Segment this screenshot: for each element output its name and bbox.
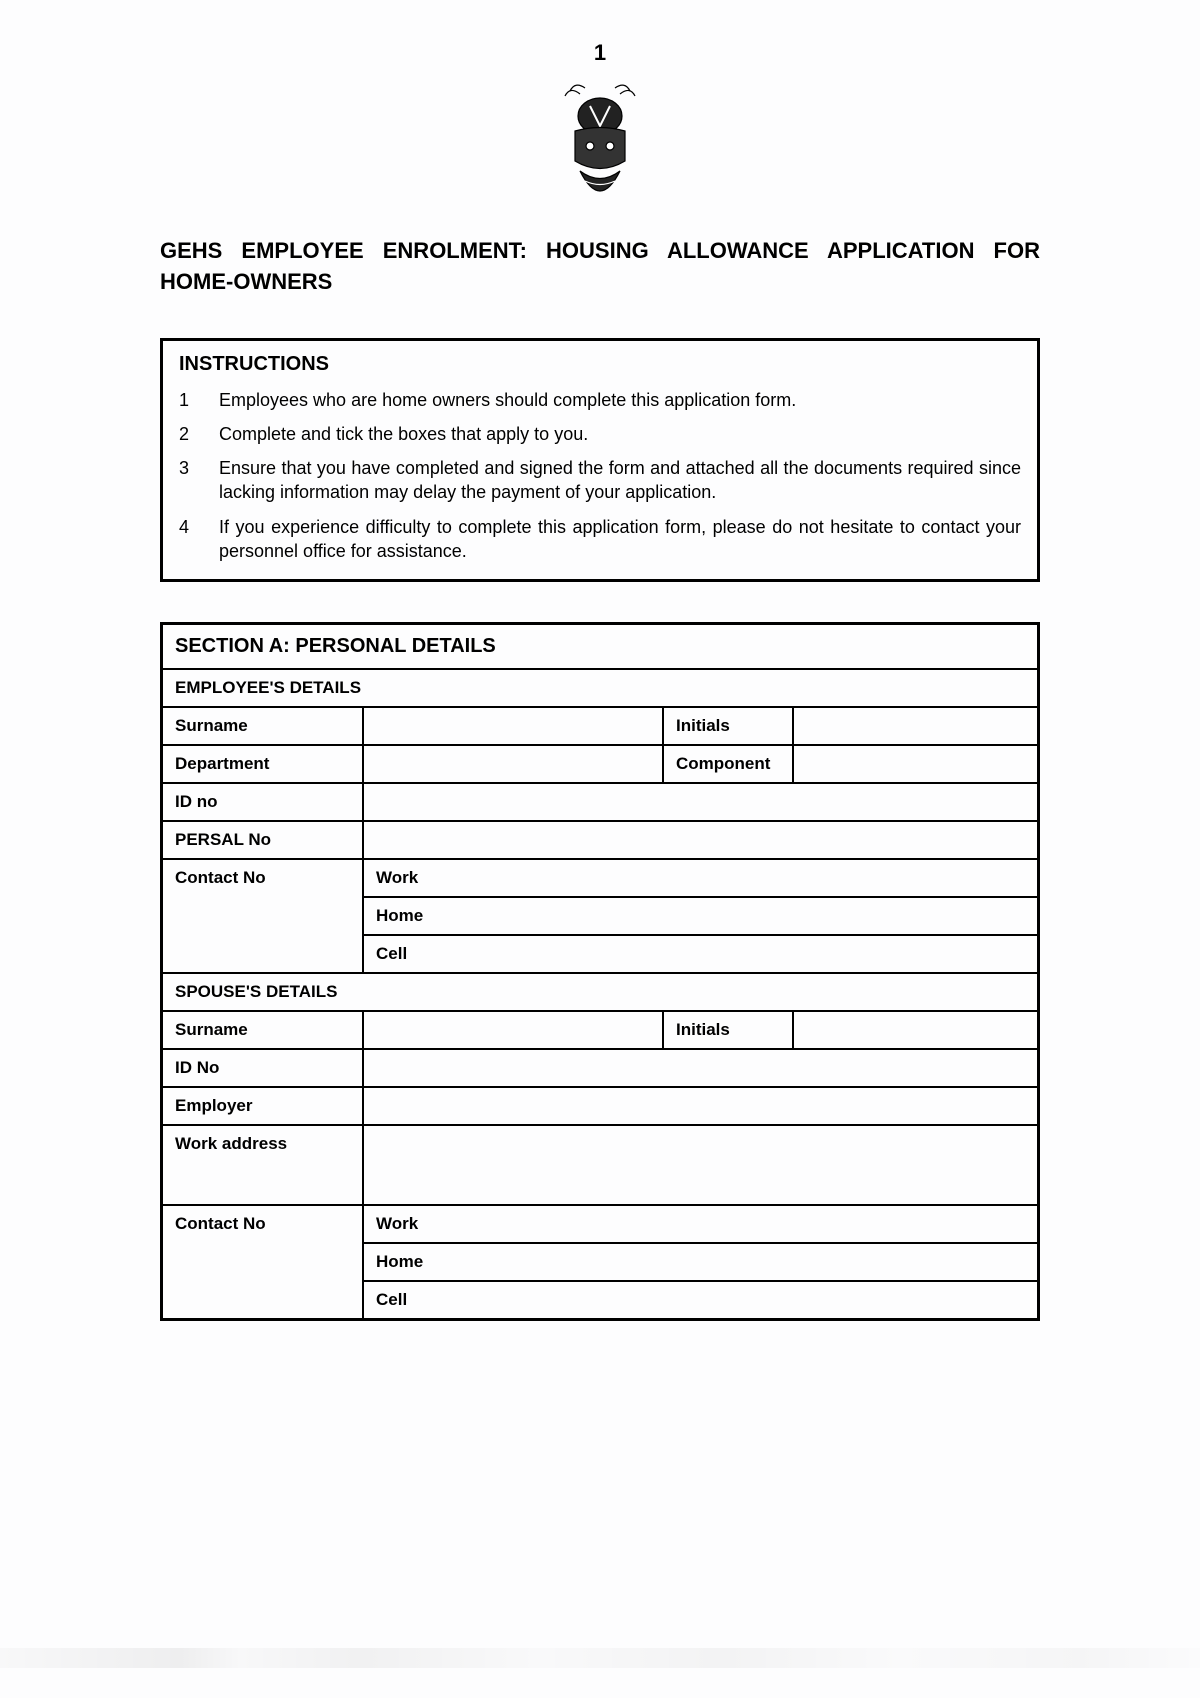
initials-field[interactable] [793, 708, 1037, 745]
crest-icon [550, 76, 650, 196]
table-row: ID No [163, 1049, 1037, 1087]
spouse-contactno-label: Contact No [163, 1205, 363, 1318]
instruction-number: 2 [179, 422, 219, 446]
instruction-item: 3 Ensure that you have completed and sig… [179, 456, 1021, 505]
component-field[interactable] [793, 745, 1037, 783]
employee-details-table: Surname Initials Department Component ID… [163, 708, 1037, 974]
instruction-item: 1 Employees who are home owners should c… [179, 388, 1021, 412]
table-row: Work address [163, 1125, 1037, 1205]
spouse-contact-home-row: Home [363, 1243, 1037, 1281]
spouse-initials-label: Initials [663, 1012, 793, 1049]
instruction-text: If you experience difficulty to complete… [219, 515, 1021, 564]
instruction-text: Ensure that you have completed and signe… [219, 456, 1021, 505]
instruction-number: 3 [179, 456, 219, 505]
home-label: Home [376, 906, 423, 925]
instruction-text: Complete and tick the boxes that apply t… [219, 422, 1021, 446]
spouse-employer-field[interactable] [363, 1087, 1037, 1125]
spouse-work-label: Work [376, 1214, 418, 1233]
page-title: GEHS EMPLOYEE ENROLMENT: HOUSING ALLOWAN… [160, 236, 1040, 298]
department-field[interactable] [363, 745, 663, 783]
department-label: Department [163, 745, 363, 783]
page-number: 1 [160, 40, 1040, 66]
idno-label: ID no [163, 783, 363, 821]
table-row: Employer [163, 1087, 1037, 1125]
spouse-surname-field[interactable] [363, 1012, 663, 1049]
instruction-item: 2 Complete and tick the boxes that apply… [179, 422, 1021, 446]
instruction-number: 1 [179, 388, 219, 412]
instructions-heading: INSTRUCTIONS [179, 353, 1021, 376]
spouse-contact-cell-row: Cell [363, 1281, 1037, 1318]
spouse-workaddress-field[interactable] [363, 1125, 1037, 1205]
persal-field[interactable] [363, 821, 1037, 859]
spouse-home-label: Home [376, 1252, 423, 1271]
section-a-heading: SECTION A: PERSONAL DETAILS [163, 625, 1037, 670]
surname-label: Surname [163, 708, 363, 745]
spouse-idno-field[interactable] [363, 1049, 1037, 1087]
instruction-text: Employees who are home owners should com… [219, 388, 1021, 412]
spouse-surname-label: Surname [163, 1012, 363, 1049]
spouse-employer-label: Employer [163, 1087, 363, 1125]
spouse-cell-label: Cell [376, 1290, 407, 1309]
spouse-contact-work-row: Work [363, 1205, 1037, 1243]
spouse-details-heading: SPOUSE'S DETAILS [163, 974, 1037, 1012]
instruction-number: 4 [179, 515, 219, 564]
table-row: ID no [163, 783, 1037, 821]
component-label: Component [663, 745, 793, 783]
cell-label: Cell [376, 944, 407, 963]
contact-work-row: Work [363, 859, 1037, 897]
spouse-workaddress-label: Work address [163, 1125, 363, 1205]
idno-field[interactable] [363, 783, 1037, 821]
table-row: Surname Initials [163, 708, 1037, 745]
work-label: Work [376, 868, 418, 887]
contact-home-row: Home [363, 897, 1037, 935]
surname-field[interactable] [363, 708, 663, 745]
table-row: Surname Initials [163, 1012, 1037, 1049]
page: 1 GEHS EMPLOYEE ENROLMENT: HOUSING ALLOW… [0, 0, 1200, 1698]
table-row: Department Component [163, 745, 1037, 783]
spouse-details-table: Surname Initials ID No Employer Work add… [163, 1012, 1037, 1318]
spouse-initials-field[interactable] [793, 1012, 1037, 1049]
persal-label: PERSAL No [163, 821, 363, 859]
scan-artifact [0, 1648, 1200, 1668]
table-row: Contact No Work [163, 1205, 1037, 1243]
table-row: Contact No Work [163, 859, 1037, 897]
employee-details-heading: EMPLOYEE'S DETAILS [163, 670, 1037, 708]
initials-label: Initials [663, 708, 793, 745]
contact-cell-row: Cell [363, 935, 1037, 973]
spouse-idno-label: ID No [163, 1049, 363, 1087]
section-a-box: SECTION A: PERSONAL DETAILS EMPLOYEE'S D… [160, 622, 1040, 1321]
contactno-label: Contact No [163, 859, 363, 973]
instructions-box: INSTRUCTIONS 1 Employees who are home ow… [160, 338, 1040, 583]
table-row: PERSAL No [163, 821, 1037, 859]
instruction-item: 4 If you experience difficulty to comple… [179, 515, 1021, 564]
